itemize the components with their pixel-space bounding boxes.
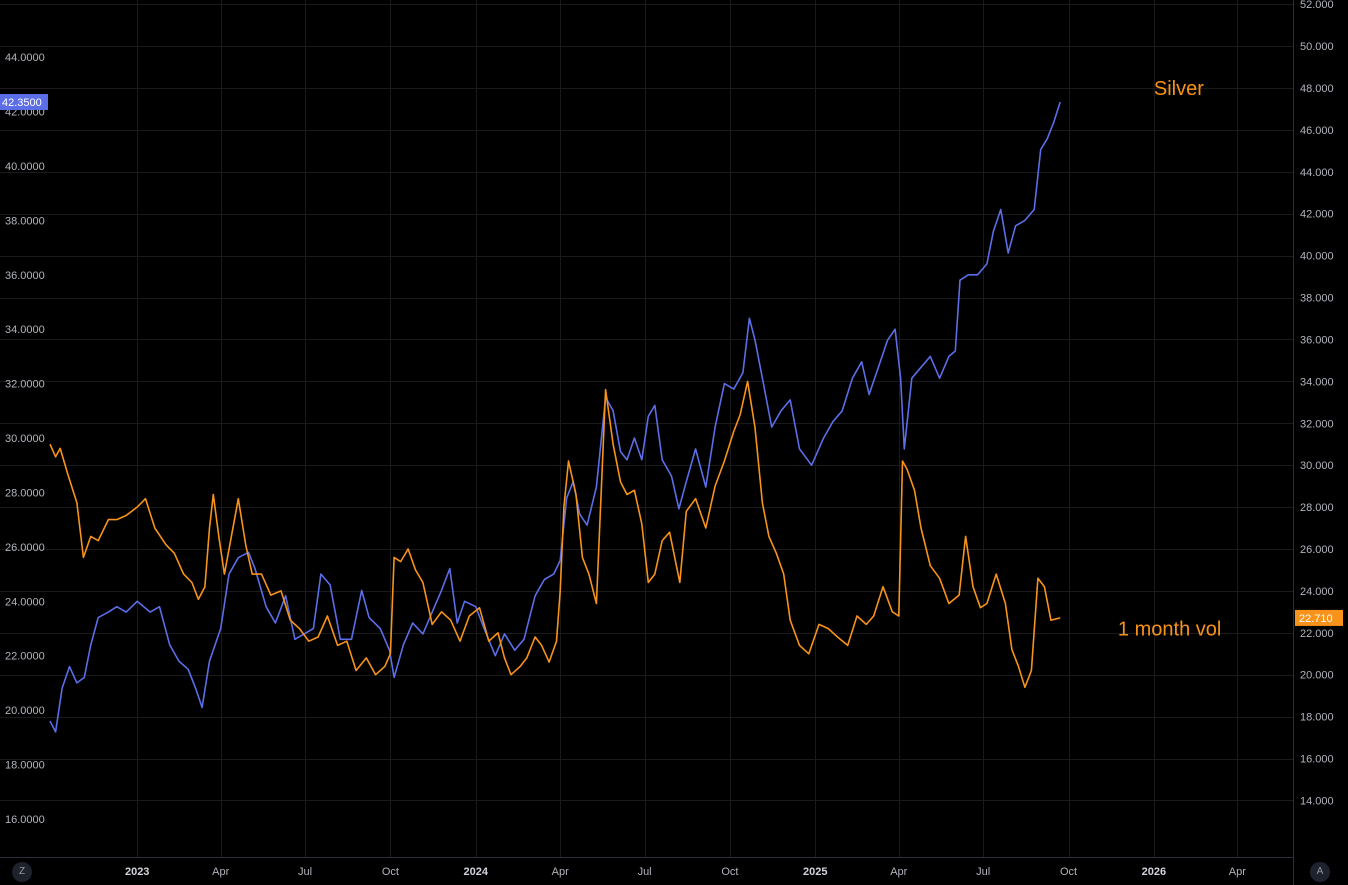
right-axis-tick-label: 20.000 <box>1300 670 1334 682</box>
left-axis-tick-label: 38.0000 <box>5 215 45 227</box>
x-axis-tick-label: 2025 <box>803 866 827 878</box>
axes <box>0 0 1294 885</box>
x-axis-tick-label: Apr <box>552 866 569 878</box>
x-axis-tick-label: Apr <box>1229 866 1246 878</box>
x-axis-tick-label: Jul <box>976 866 990 878</box>
left-axis-tick-label: 44.0000 <box>5 52 45 64</box>
left-axis-tick-label: 32.0000 <box>5 379 45 391</box>
left-axis-tick-label: 18.0000 <box>5 759 45 771</box>
last-value-label-silver: 42.3500 <box>2 97 42 109</box>
left-axis-tick-label: 40.0000 <box>5 161 45 173</box>
last-value-badges: 42.3500 22.710 <box>0 94 1343 626</box>
right-axis-tick-label: 52.000 <box>1300 0 1334 11</box>
left-axis-tick-label: 28.0000 <box>5 487 45 499</box>
left-axis-tick-label: 36.0000 <box>5 270 45 282</box>
left-axis-tick-label: 34.0000 <box>5 324 45 336</box>
last-value-badge-silver <box>0 94 48 111</box>
last-value-label-vol: 22.710 <box>1299 613 1333 625</box>
right-axis-tick-label: 30.000 <box>1300 460 1334 472</box>
right-axis-tick-label: 38.000 <box>1300 293 1334 305</box>
x-axis-tick-label: 2026 <box>1142 866 1166 878</box>
right-axis-tick-label: 18.000 <box>1300 712 1334 724</box>
x-axis-tick-label: 2024 <box>464 866 489 878</box>
x-axis-tick-label: Oct <box>721 866 738 878</box>
annotation-silver: Silver <box>1154 78 1204 100</box>
right-axis-tick-label: 32.000 <box>1300 418 1334 430</box>
right-axis-tick-label: 34.000 <box>1300 376 1334 388</box>
right-axis-ticks: 14.000 16.000 18.000 20.000 22.000 24.000 26.0… <box>1300 0 1334 807</box>
x-axis-tick-label: Oct <box>382 866 399 878</box>
right-axis-tick-label: 40.000 <box>1300 251 1334 263</box>
x-axis-tick-label: Oct <box>1060 866 1077 878</box>
x-axis-tick-label: Jul <box>298 866 312 878</box>
right-axis-tick-label: 42.000 <box>1300 209 1334 221</box>
right-axis-tick-label: 28.000 <box>1300 502 1334 514</box>
timezone-button[interactable]: Z <box>12 862 32 882</box>
x-axis-tick-label: Apr <box>212 866 229 878</box>
auto-scale-button[interactable]: A <box>1310 862 1330 882</box>
left-axis-tick-label: 16.0000 <box>5 814 45 826</box>
right-axis-tick-label: 14.000 <box>1300 795 1334 807</box>
right-axis-tick-label: 26.000 <box>1300 544 1334 556</box>
series-line-1-month-vol <box>49 380 1061 689</box>
left-axis-ticks: 16.0000 18.0000 20.0000 22.0000 24.0000 26.00… <box>5 52 45 826</box>
right-axis-tick-label: 50.000 <box>1300 41 1334 53</box>
left-axis-tick-label: 22.0000 <box>5 651 45 663</box>
x-axis-tick-label: Jul <box>638 866 652 878</box>
left-axis-tick-label: 20.0000 <box>5 705 45 717</box>
right-axis-tick-label: 44.000 <box>1300 167 1334 179</box>
annotations: Silver 1 month vol <box>1118 78 1221 641</box>
right-axis-tick-label: 24.000 <box>1300 586 1334 598</box>
right-axis-tick-label: 22.000 <box>1300 628 1334 640</box>
right-axis-tick-label: 16.000 <box>1300 754 1334 766</box>
right-axis-tick-label: 48.000 <box>1300 83 1334 95</box>
right-axis-tick-label: 36.000 <box>1300 334 1334 346</box>
left-axis-tick-label: 26.0000 <box>5 542 45 554</box>
right-axis-tick-label: 46.000 <box>1300 125 1334 137</box>
x-axis-tick-label: Apr <box>890 866 907 878</box>
annotation-1-month-vol: 1 month vol <box>1118 619 1221 641</box>
left-axis-tick-label: 24.0000 <box>5 596 45 608</box>
left-axis-tick-label: 30.0000 <box>5 433 45 445</box>
last-value-badge-vol <box>1295 609 1343 626</box>
series-lines <box>49 101 1061 733</box>
x-axis-tick-label: 2023 <box>125 866 149 878</box>
x-axis-ticks: 2023 Apr Jul Oct 2024 Apr Jul Oct 2025 Apr Jul Oct 2… <box>125 866 1246 878</box>
